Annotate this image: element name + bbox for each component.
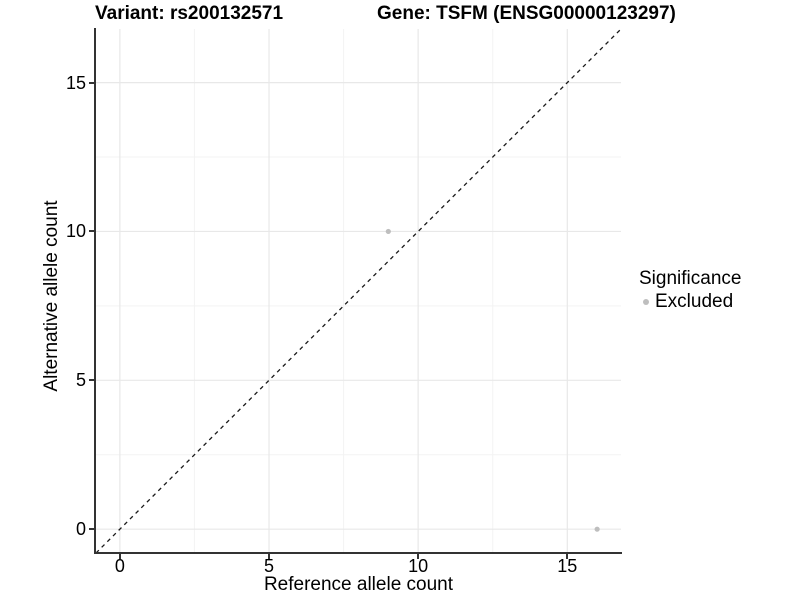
y-tick-label: 15: [65, 72, 86, 93]
y-tick-label: 5: [75, 370, 86, 391]
plot-title-variant: Variant: rs200132571: [95, 3, 284, 24]
x-tick-label: 5: [263, 556, 274, 576]
legend-key: [639, 299, 653, 305]
x-tick-label: 15: [557, 556, 578, 576]
legend: Significance Excluded: [639, 268, 741, 312]
y-tick-mark: [89, 230, 94, 233]
legend-point-icon: [643, 299, 649, 305]
x-tick-mark: [118, 554, 121, 559]
data-point: [385, 228, 391, 235]
x-tick-label: 0: [114, 556, 125, 576]
x-tick-label: 10: [408, 556, 429, 576]
y-tick-mark: [89, 379, 94, 382]
y-tick-label: 10: [65, 221, 86, 242]
data-point: [594, 526, 600, 532]
y-tick-mark: [89, 528, 94, 531]
x-axis-title: Reference allele count: [263, 574, 454, 595]
x-tick-mark: [268, 554, 270, 559]
legend-entry-label: Excluded: [655, 291, 734, 312]
plot-title-gene: Gene: TSFM (ENSG00000123297): [377, 3, 676, 24]
legend-entry-excluded: Excluded: [639, 292, 741, 312]
y-tick-label: 0: [75, 519, 86, 540]
plot-panel: [96, 29, 621, 553]
legend-title: Significance: [639, 268, 742, 289]
y-tick-mark: [89, 81, 94, 84]
x-tick-mark: [566, 554, 569, 559]
x-axis-line: [94, 552, 622, 554]
identity-line: [96, 29, 621, 553]
y-axis-line: [94, 28, 96, 554]
x-tick-mark: [417, 554, 420, 559]
plot-area-svg: [96, 29, 621, 553]
